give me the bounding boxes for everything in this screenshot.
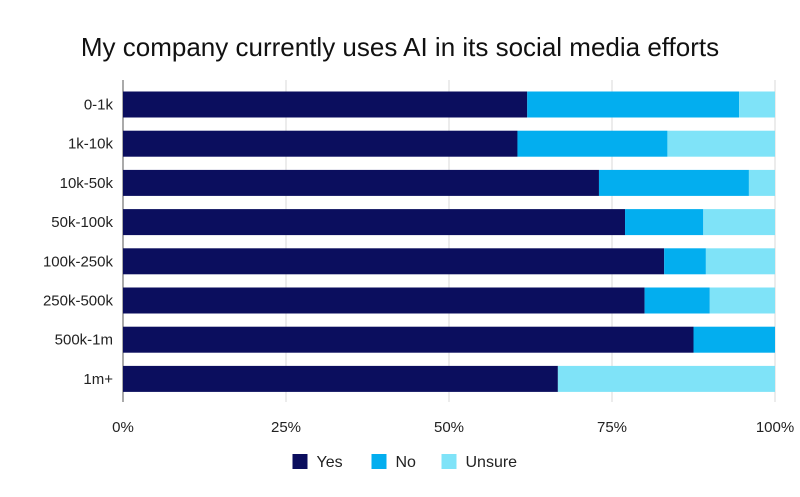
category-label: 1m+ <box>83 371 113 388</box>
bar-segment-no <box>527 91 740 118</box>
bar-segment-yes <box>123 287 645 314</box>
gridlines <box>122 80 776 402</box>
bar-segment-yes <box>123 248 665 275</box>
category-label: 100k-250k <box>43 253 114 270</box>
legend-label: Unsure <box>466 454 518 471</box>
bar-segment-no <box>517 130 668 157</box>
category-labels: 0-1k 1k-10k 10k-50k 50k-100k 100k-250k 250k-5… <box>43 97 114 388</box>
bar-segment-yes <box>123 365 558 392</box>
x-tick-label: 50% <box>434 419 464 436</box>
category-label: 10k-50k <box>60 175 114 192</box>
bar-segment-yes <box>123 130 518 157</box>
legend-swatch <box>292 454 308 469</box>
bar-segment-yes <box>123 209 626 236</box>
category-label: 1k-10k <box>68 136 114 153</box>
x-tick-label: 0% <box>112 419 134 436</box>
bar-segment-unsure <box>705 248 775 275</box>
x-tick-label: 100% <box>756 419 794 436</box>
bar-segment-unsure <box>748 169 775 196</box>
bar-segment-unsure <box>739 91 775 118</box>
bars <box>123 91 775 392</box>
legend-item-no: No <box>371 454 417 471</box>
legend-item-unsure: Unsure <box>441 454 518 471</box>
chart-title: My company currently uses AI in its soci… <box>81 32 719 62</box>
legend-swatch <box>441 454 457 469</box>
bar-segment-no <box>664 248 706 275</box>
category-label: 500k-1m <box>55 332 113 349</box>
legend-swatch <box>371 454 387 469</box>
bar-segment-no <box>625 209 704 236</box>
legend-label: Yes <box>317 454 343 471</box>
bar-segment-unsure <box>709 287 775 314</box>
bar-segment-no <box>598 169 749 196</box>
bar-segment-unsure <box>667 130 775 157</box>
x-axis-ticks: 0% 25% 50% 75% 100% <box>112 419 794 436</box>
bar-segment-yes <box>123 169 599 196</box>
category-label: 50k-100k <box>51 214 113 231</box>
bar-segment-yes <box>123 91 528 118</box>
category-label: 0-1k <box>84 97 114 114</box>
legend-item-yes: Yes <box>292 454 343 471</box>
category-label: 250k-500k <box>43 293 114 310</box>
legend-label: No <box>396 454 417 471</box>
legend: Yes No Unsure <box>292 454 518 471</box>
bar-segment-yes <box>123 326 694 353</box>
x-tick-label: 25% <box>271 419 301 436</box>
bar-segment-no <box>693 326 775 353</box>
x-tick-label: 75% <box>597 419 627 436</box>
bar-segment-unsure <box>703 209 775 236</box>
bar-segment-unsure <box>557 365 775 392</box>
bar-segment-no <box>644 287 710 314</box>
